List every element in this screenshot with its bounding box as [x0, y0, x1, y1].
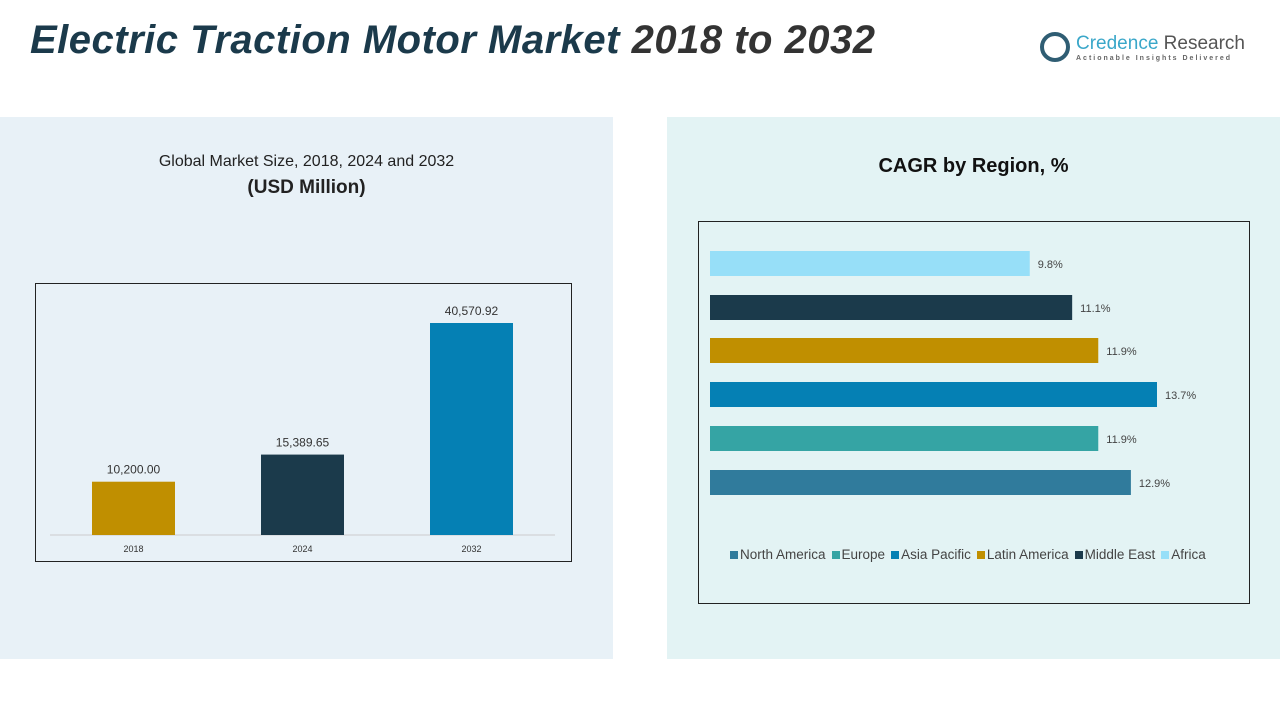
- data-label-2032: 40,570.92: [445, 304, 499, 318]
- cagr-chart-frame: [698, 221, 1250, 604]
- page-title: Electric Traction Motor Market 2018 to 2…: [30, 18, 876, 63]
- logo-name-a: Credence: [1076, 32, 1159, 54]
- legend-label: Africa: [1171, 547, 1206, 562]
- legend-label: Europe: [841, 547, 886, 562]
- x-tick-2032: 2032: [461, 544, 481, 554]
- market-size-chart: 10,200.00 2018 15,389.65 2024 40,570.92 2032: [50, 304, 555, 554]
- market-chart-title: Global Market Size, 2018, 2024 and 2032: [158, 153, 455, 170]
- market-chart-subtitle: (USD Million): [247, 177, 366, 198]
- bar-latin-america: [710, 338, 1099, 363]
- data-label-africa: 9.8%: [1038, 259, 1063, 271]
- market-chart-frame: [35, 283, 572, 562]
- logo-name-b: Research: [1163, 32, 1245, 54]
- x-tick-2024: 2024: [292, 544, 312, 554]
- bar-asia-pacific: [710, 382, 1157, 407]
- legend-swatch: [976, 551, 985, 559]
- legend-item: Africa: [1161, 547, 1206, 562]
- legend-label: Latin America: [986, 547, 1069, 562]
- legend-swatch: [891, 551, 900, 559]
- bar-africa: [710, 251, 1030, 276]
- data-label-middle-east: 11.1%: [1080, 303, 1111, 315]
- data-label-asia-pacific: 13.7%: [1165, 390, 1196, 402]
- bar-north-america: [710, 470, 1131, 495]
- cagr-legend: North America Europe Asia Pacific Latin Ame…: [730, 547, 1206, 562]
- logo: Credence Research Actionable Insights De…: [1040, 32, 1245, 62]
- logo-tagline: Actionable Insights Delivered: [1076, 54, 1233, 62]
- data-label-europe: 11.9%: [1106, 434, 1137, 446]
- legend-label: North America: [740, 547, 826, 562]
- cagr-chart: 9.8% 11.1% 11.9% 13.7% 11.9% 12.9%: [710, 251, 1196, 495]
- legend-item: Europe: [831, 547, 886, 562]
- legend-label: Middle East: [1084, 547, 1156, 562]
- legend-label: Asia Pacific: [901, 547, 971, 562]
- bar-2024: [261, 454, 344, 535]
- x-tick-2018: 2018: [123, 544, 143, 554]
- title-years: 2018 to 2032: [631, 18, 876, 62]
- legend-item: Middle East: [1074, 547, 1156, 562]
- bar-2018: [92, 481, 175, 535]
- legend-item: North America: [730, 547, 826, 562]
- legend-item: Latin America: [976, 547, 1069, 562]
- logo-icon: [1040, 32, 1070, 62]
- legend-swatch: [831, 551, 840, 559]
- title-main: Electric Traction Motor Market: [30, 18, 620, 62]
- data-label-latin-america: 11.9%: [1106, 346, 1137, 358]
- data-label-north-america: 12.9%: [1139, 478, 1170, 490]
- bar-2032: [430, 323, 513, 535]
- legend-swatch: [1074, 551, 1083, 559]
- legend-swatch: [730, 551, 738, 559]
- cagr-chart-title: CAGR by Region, %: [878, 155, 1069, 177]
- bar-middle-east: [710, 295, 1073, 320]
- bar-europe: [710, 426, 1099, 451]
- legend-item: Asia Pacific: [891, 547, 971, 562]
- data-label-2018: 10,200.00: [107, 463, 161, 477]
- legend-swatch: [1161, 551, 1170, 559]
- data-label-2024: 15,389.65: [276, 436, 330, 450]
